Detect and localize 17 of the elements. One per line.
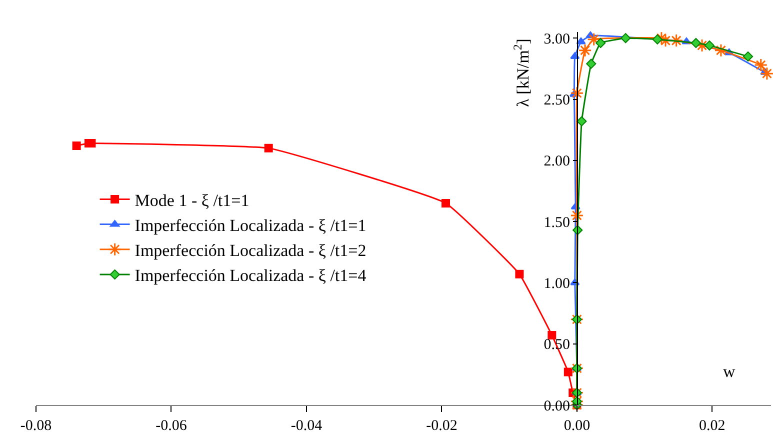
- x-tick-label: -0.06: [156, 418, 188, 434]
- y-tick-label: 3.00: [544, 31, 570, 48]
- legend-label: Imperfección Localizada - ξ /t1=1: [134, 216, 366, 235]
- x-axis-title: w: [723, 362, 736, 381]
- y-tick-label: 1.00: [544, 276, 570, 292]
- y-tick-label: 2.50: [544, 92, 570, 109]
- x-tick-label: -0.08: [20, 418, 52, 434]
- y-tick-label: 1.50: [544, 214, 570, 231]
- x-tick-label: 0.02: [699, 418, 726, 434]
- y-tick-label: 2.00: [544, 154, 570, 170]
- x-tick-label: 0.00: [564, 418, 590, 434]
- y-tick-label: 0.00: [544, 398, 570, 414]
- legend-label: Mode 1 - ξ /t1=1: [134, 190, 250, 210]
- legend-label: Imperfección Localizada - ξ /t1=4: [134, 266, 367, 286]
- legend-label: Imperfección Localizada - ξ /t1=2: [134, 241, 366, 260]
- x-tick-label: -0.04: [290, 418, 323, 434]
- x-tick-label: -0.02: [426, 418, 458, 434]
